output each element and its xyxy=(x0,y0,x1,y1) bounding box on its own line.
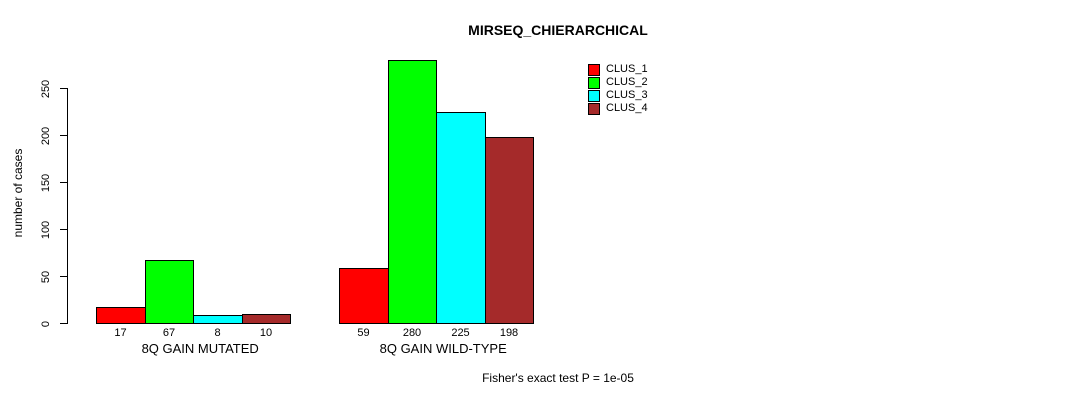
legend-swatch-clus_1 xyxy=(588,63,600,76)
bar-clus_3-group2 xyxy=(436,112,486,324)
bar-clus_4-group1 xyxy=(242,314,291,324)
y-axis-tick xyxy=(60,88,67,89)
bar-value-label: 280 xyxy=(402,327,422,339)
y-axis-tick xyxy=(60,276,67,277)
legend-item-clus_2: CLUS_2 xyxy=(588,76,648,89)
legend-swatch-clus_4 xyxy=(588,102,600,115)
bar-clus_1-group1 xyxy=(96,307,146,324)
legend-swatch-clus_2 xyxy=(588,76,600,89)
legend-label: CLUS_1 xyxy=(606,63,648,75)
legend-label: CLUS_4 xyxy=(606,102,648,114)
y-axis-tick xyxy=(60,135,67,136)
legend-item-clus_1: CLUS_1 xyxy=(588,63,648,76)
category-label: 8Q GAIN WILD-TYPE xyxy=(379,341,507,356)
legend: CLUS_1 CLUS_2 CLUS_3 CLUS_4 xyxy=(588,63,648,115)
y-tick-label: 250 xyxy=(40,79,52,98)
y-axis-label: number of cases xyxy=(11,148,25,238)
y-tick-label: 0 xyxy=(40,320,52,327)
chart-title: MIRSEQ_CHIERARCHICAL xyxy=(468,22,648,38)
legend-label: CLUS_3 xyxy=(606,89,648,101)
y-tick-label: 100 xyxy=(40,220,52,239)
bar-clus_3-group1 xyxy=(193,315,243,324)
y-axis-tick xyxy=(60,182,67,183)
legend-label: CLUS_2 xyxy=(606,76,648,88)
legend-item-clus_4: CLUS_4 xyxy=(588,102,648,115)
bar-clus_4-group2 xyxy=(485,137,534,324)
y-axis-tick xyxy=(60,323,67,324)
y-tick-label: 150 xyxy=(40,173,52,192)
legend-item-clus_3: CLUS_3 xyxy=(588,89,648,102)
bar-value-label: 17 xyxy=(114,327,127,339)
y-axis-tick xyxy=(60,229,67,230)
bar-clus_2-group1 xyxy=(145,260,194,324)
bar-value-label: 59 xyxy=(357,327,370,339)
bar-value-label: 8 xyxy=(214,327,221,339)
bar-value-label: 10 xyxy=(259,327,273,339)
legend-swatch-clus_3 xyxy=(588,89,600,102)
category-label: 8Q GAIN MUTATED xyxy=(141,341,259,356)
y-tick-label: 200 xyxy=(40,126,52,145)
bar-value-label: 67 xyxy=(162,327,176,339)
bar-value-label: 225 xyxy=(451,327,470,339)
bar-value-label: 198 xyxy=(499,327,519,339)
y-axis-line xyxy=(67,88,68,324)
y-tick-label: 50 xyxy=(40,270,52,283)
bar-clus_1-group2 xyxy=(339,268,389,324)
footnote-fisher-test: Fisher's exact test P = 1e-05 xyxy=(482,371,634,385)
bar-clus_2-group2 xyxy=(388,60,437,324)
